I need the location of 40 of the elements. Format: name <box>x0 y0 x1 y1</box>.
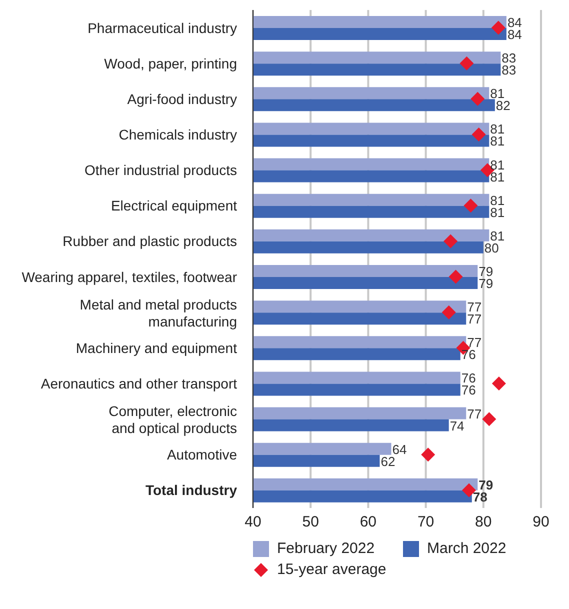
y-tick-label: Computer, electronic and optical products <box>108 403 237 436</box>
x-tick-label: 90 <box>532 514 550 531</box>
data-label: 79 <box>478 264 494 279</box>
y-tick-label: Agri-food industry <box>127 90 237 107</box>
point <box>464 198 478 213</box>
data-label: 77 <box>467 406 482 422</box>
point <box>421 448 436 462</box>
y-tick-label: Chemicals industry <box>118 126 237 142</box>
point <box>470 92 485 106</box>
y-tick-label: Aeronautics and other transport <box>40 376 238 392</box>
data-label: 84 <box>507 27 522 42</box>
y-tick-label: Other industrial products <box>84 162 237 178</box>
y-tick-label: Wood, paper, printing <box>104 55 237 72</box>
x-tick-label: 60 <box>360 514 377 531</box>
point <box>492 376 506 390</box>
point <box>482 412 496 426</box>
legend-label: 15-year average <box>277 561 386 578</box>
y-tick-label: Machinery and equipment <box>76 340 238 356</box>
y-tick-label: Total industry <box>145 482 238 498</box>
y-tick-label: Wearing apparel, textiles, footwear <box>22 268 238 285</box>
point <box>448 270 463 284</box>
point <box>472 128 486 142</box>
point <box>442 305 456 320</box>
point <box>460 56 474 70</box>
x-tick-label: 40 <box>244 514 262 531</box>
data-label: 79 <box>478 276 494 291</box>
y-tick-label: Metal and metal products manufacturing <box>80 296 237 330</box>
data-label: 74 <box>450 418 464 434</box>
y-tick-label: Pharmaceutical industry <box>88 20 237 36</box>
legend-label: February 2022 <box>277 540 375 557</box>
x-tick-label: 50 <box>302 514 319 531</box>
y-tick-label: Automotive <box>166 446 238 463</box>
y-tick-label: Rubber and plastic products <box>62 233 237 250</box>
y-tick-label: Electrical equipment <box>110 198 238 214</box>
point <box>444 234 458 248</box>
point <box>491 20 506 35</box>
x-tick-label: 70 <box>417 514 434 531</box>
data-label: 84 <box>507 15 522 30</box>
legend-label: March 2022 <box>427 540 506 557</box>
x-tick-label: 80 <box>475 514 492 531</box>
